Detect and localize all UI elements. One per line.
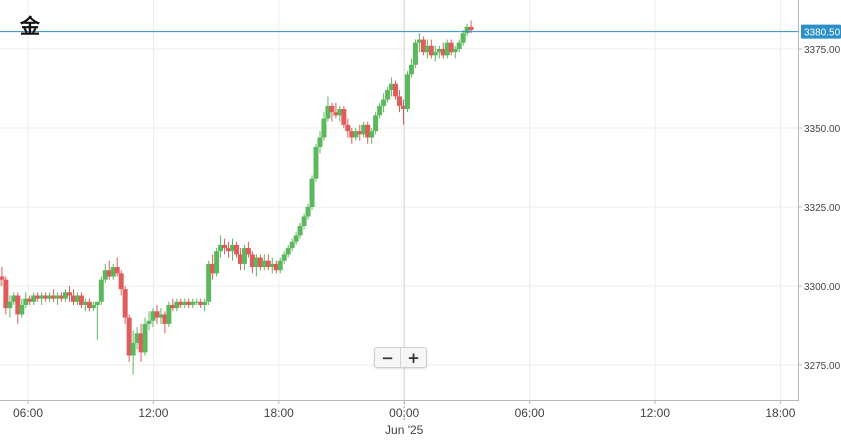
y-tick-label: 3375.00: [804, 45, 841, 56]
candle-body: [345, 125, 350, 131]
candle-body: [341, 109, 346, 125]
candle-body: [306, 207, 311, 216]
candle-body: [393, 84, 398, 97]
candle-body: [131, 343, 136, 356]
x-tick-label: 12:00: [640, 406, 670, 420]
date-marker-label: Jun '25: [385, 423, 424, 437]
candles-group: [0, 21, 474, 375]
candle-body: [95, 302, 100, 305]
candle-body: [329, 106, 334, 112]
chart-title: 金: [20, 10, 40, 39]
candle-body: [19, 305, 24, 314]
candle-body: [453, 49, 458, 52]
candle-body: [433, 52, 438, 55]
candle-body: [294, 235, 299, 241]
candle-body: [314, 147, 319, 179]
candle-body: [286, 248, 291, 254]
candle-body: [373, 115, 378, 131]
y-tick-label: 3300.00: [804, 282, 841, 293]
candle-body: [413, 43, 418, 65]
candle-body: [115, 267, 120, 273]
candle-body: [405, 74, 410, 109]
current-price-label: 3380.50: [804, 28, 841, 39]
candle-body: [409, 65, 414, 74]
candle-body: [123, 289, 128, 317]
candle-body: [234, 245, 239, 254]
candle-body: [214, 251, 219, 273]
candle-body: [457, 43, 462, 49]
candle-body: [222, 245, 227, 248]
candle-body: [377, 106, 382, 115]
candle-body: [298, 226, 303, 235]
candle-body: [321, 119, 326, 138]
candle-body: [461, 33, 466, 42]
candle-body: [119, 273, 124, 289]
candle-body: [7, 302, 12, 308]
zoom-out-button[interactable]: −: [375, 348, 400, 367]
candle-body: [310, 179, 315, 207]
candle-body: [302, 216, 307, 225]
y-tick-label: 3350.00: [804, 124, 841, 135]
candle-body: [67, 292, 72, 295]
candle-body: [246, 248, 251, 254]
candle-body: [397, 96, 402, 105]
candle-body: [290, 242, 295, 248]
candle-body: [0, 277, 4, 280]
candle-body: [278, 261, 283, 270]
y-tick-label: 3275.00: [804, 361, 841, 372]
x-tick-label: 18:00: [264, 406, 294, 420]
candle-body: [381, 100, 386, 106]
zoom-controls: − +: [374, 347, 427, 368]
candle-body: [99, 280, 104, 302]
x-tick-label: 06:00: [515, 406, 545, 420]
candle-body: [202, 302, 207, 305]
x-tick-label: 00:00: [389, 406, 419, 420]
candle-body: [317, 137, 322, 146]
candle-body: [91, 305, 96, 308]
candle-body: [282, 254, 287, 260]
x-tick-label: 12:00: [138, 406, 168, 420]
zoom-in-button[interactable]: +: [400, 348, 426, 367]
x-tick-label: 06:00: [13, 406, 43, 420]
candle-body: [385, 90, 390, 99]
candle-body: [147, 321, 152, 324]
y-tick-label: 3325.00: [804, 203, 841, 214]
candle-body: [469, 27, 474, 30]
candle-body: [369, 131, 374, 137]
x-tick-label: 18:00: [765, 406, 795, 420]
candle-body: [143, 324, 148, 352]
